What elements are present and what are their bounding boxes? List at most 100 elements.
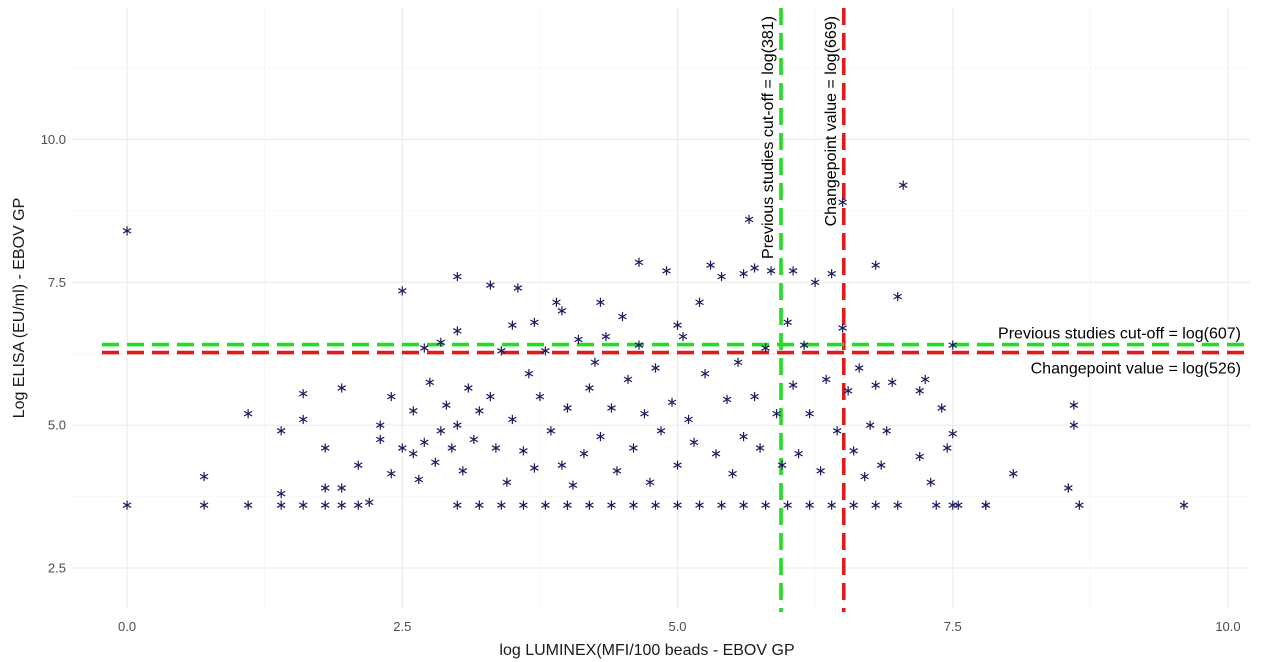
grid bbox=[72, 8, 1250, 608]
data-point bbox=[750, 391, 759, 402]
x-tick-label: 7.5 bbox=[944, 619, 962, 634]
data-point bbox=[832, 426, 842, 436]
data-point bbox=[711, 449, 721, 459]
vertical-reference-label: Changepoint value = log(669) bbox=[823, 16, 840, 226]
data-point bbox=[942, 443, 952, 453]
data-point bbox=[453, 271, 462, 282]
data-point bbox=[772, 409, 781, 419]
data-point bbox=[353, 460, 363, 470]
data-point bbox=[464, 383, 473, 393]
data-point bbox=[546, 426, 556, 436]
data-point bbox=[838, 323, 847, 333]
data-point bbox=[320, 443, 330, 453]
data-point bbox=[937, 403, 947, 413]
x-tick-label: 2.5 bbox=[393, 619, 411, 634]
data-point bbox=[788, 380, 798, 390]
data-point bbox=[915, 451, 925, 462]
data-point bbox=[777, 460, 787, 470]
data-point bbox=[871, 260, 880, 270]
data-point bbox=[618, 311, 627, 322]
data-point bbox=[673, 320, 682, 330]
data-point bbox=[673, 500, 682, 510]
data-point bbox=[761, 343, 770, 353]
data-point bbox=[722, 394, 732, 405]
data-point bbox=[1064, 483, 1073, 493]
data-point bbox=[607, 403, 616, 413]
data-point bbox=[849, 446, 858, 456]
data-point bbox=[1069, 420, 1079, 430]
data-point bbox=[563, 403, 572, 413]
data-point bbox=[744, 214, 754, 225]
data-point bbox=[386, 391, 396, 402]
data-point bbox=[596, 297, 605, 307]
data-point bbox=[750, 263, 759, 273]
data-point bbox=[530, 463, 539, 473]
data-point bbox=[865, 420, 875, 430]
data-point bbox=[838, 197, 847, 207]
data-point bbox=[491, 443, 501, 453]
data-point bbox=[276, 489, 286, 499]
data-point bbox=[739, 269, 748, 279]
tick-labels: 0.0 2.5 5.0 7.5 10.0 2.5 5.0 7.5 10.0 bbox=[41, 132, 1241, 634]
data-point bbox=[612, 466, 622, 476]
x-axis-title: log LUMINEX(MFI/100 beads - EBOV GP bbox=[499, 642, 794, 659]
data-point bbox=[557, 306, 567, 316]
data-point bbox=[766, 266, 776, 276]
data-point bbox=[486, 391, 495, 402]
data-point bbox=[519, 500, 528, 510]
data-point bbox=[298, 414, 308, 425]
data-point bbox=[519, 446, 528, 456]
horizontal-reference-label: Changepoint value = log(526) bbox=[1031, 361, 1241, 378]
data-point bbox=[364, 497, 374, 507]
data-point bbox=[199, 500, 209, 510]
data-point bbox=[887, 377, 897, 387]
data-point bbox=[199, 471, 209, 482]
data-point bbox=[353, 500, 363, 510]
data-point bbox=[276, 426, 286, 436]
data-point bbox=[783, 317, 792, 327]
data-point bbox=[953, 500, 963, 510]
data-point bbox=[425, 377, 435, 387]
data-point bbox=[375, 420, 385, 430]
data-point bbox=[948, 340, 958, 350]
data-point bbox=[700, 369, 710, 379]
data-point bbox=[243, 409, 253, 419]
data-point bbox=[409, 449, 418, 459]
data-point bbox=[122, 500, 132, 510]
data-point bbox=[876, 460, 886, 470]
data-point bbox=[541, 500, 550, 510]
data-point bbox=[486, 280, 495, 290]
data-point bbox=[497, 500, 506, 510]
data-point bbox=[414, 474, 424, 485]
data-point bbox=[524, 369, 534, 379]
data-point bbox=[337, 383, 347, 393]
data-point bbox=[706, 260, 715, 270]
data-point bbox=[893, 291, 902, 302]
data-point bbox=[397, 443, 407, 453]
data-point bbox=[761, 500, 770, 510]
data-point bbox=[431, 457, 440, 467]
data-point bbox=[535, 391, 545, 402]
data-point bbox=[717, 271, 726, 282]
data-point bbox=[436, 426, 446, 436]
data-point bbox=[563, 500, 572, 510]
data-point bbox=[552, 297, 561, 307]
data-point bbox=[755, 443, 765, 453]
vertical-reference-label: Previous studies cut-off = log(381) bbox=[760, 16, 777, 259]
data-point bbox=[629, 443, 638, 453]
data-point bbox=[458, 466, 468, 476]
data-point bbox=[728, 469, 737, 479]
data-point bbox=[447, 443, 457, 453]
data-point bbox=[739, 500, 748, 510]
data-point bbox=[508, 320, 517, 330]
data-point bbox=[298, 389, 308, 399]
data-point bbox=[634, 340, 644, 350]
data-point bbox=[568, 480, 578, 490]
data-point bbox=[860, 471, 869, 482]
data-point bbox=[1009, 469, 1018, 479]
data-point bbox=[122, 226, 132, 236]
reference-line-labels: Previous studies cut-off = log(381) Chang… bbox=[760, 16, 1241, 378]
data-point bbox=[645, 477, 655, 487]
data-point bbox=[926, 477, 936, 487]
